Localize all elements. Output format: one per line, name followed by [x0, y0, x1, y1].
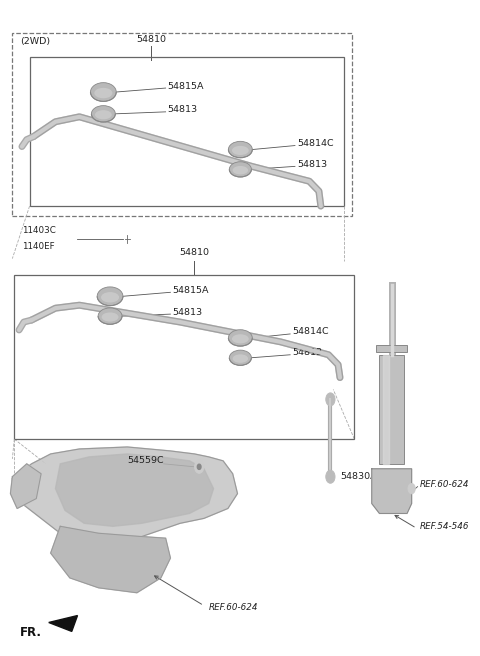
Circle shape — [197, 464, 201, 470]
Bar — [14, 276, 354, 439]
Polygon shape — [12, 447, 238, 546]
Text: 1140EF: 1140EF — [22, 242, 55, 251]
Ellipse shape — [95, 88, 112, 98]
Circle shape — [408, 483, 415, 494]
Circle shape — [326, 470, 335, 483]
Ellipse shape — [232, 335, 249, 343]
Text: 54813: 54813 — [168, 106, 198, 114]
Ellipse shape — [97, 287, 123, 306]
Text: (2WD): (2WD) — [20, 37, 50, 47]
Ellipse shape — [101, 292, 119, 302]
Polygon shape — [49, 615, 77, 632]
Polygon shape — [51, 526, 170, 593]
Text: REF.60-624: REF.60-624 — [209, 603, 258, 612]
Text: 54813: 54813 — [297, 160, 327, 169]
Ellipse shape — [233, 166, 248, 174]
Ellipse shape — [102, 312, 119, 321]
Text: 54814C: 54814C — [297, 139, 334, 148]
Ellipse shape — [233, 354, 248, 363]
Ellipse shape — [229, 350, 252, 365]
Text: 54815A: 54815A — [172, 286, 209, 295]
Text: 11403C: 11403C — [22, 226, 56, 236]
Ellipse shape — [95, 110, 112, 119]
Ellipse shape — [91, 106, 115, 122]
Polygon shape — [11, 464, 41, 508]
Polygon shape — [383, 355, 389, 464]
Ellipse shape — [232, 146, 249, 155]
Text: 54810: 54810 — [136, 35, 166, 43]
Ellipse shape — [228, 330, 252, 346]
Bar — [380, 355, 404, 464]
Bar — [376, 345, 407, 352]
Polygon shape — [372, 469, 412, 514]
Text: 54814C: 54814C — [292, 327, 329, 337]
Text: 54559C: 54559C — [127, 457, 164, 465]
Ellipse shape — [228, 141, 252, 157]
Text: 54830A: 54830A — [340, 472, 377, 482]
Ellipse shape — [98, 308, 122, 324]
Text: REF.60-624: REF.60-624 — [420, 480, 469, 489]
Bar — [30, 57, 344, 206]
Circle shape — [194, 461, 204, 474]
Text: 54813: 54813 — [292, 348, 322, 358]
Text: FR.: FR. — [20, 626, 42, 639]
Text: REF.54-546: REF.54-546 — [420, 522, 469, 531]
Ellipse shape — [91, 83, 116, 102]
Text: 54810: 54810 — [180, 248, 209, 257]
Text: 54813: 54813 — [172, 308, 203, 317]
Polygon shape — [56, 454, 214, 526]
Circle shape — [326, 393, 335, 406]
Text: 54815A: 54815A — [168, 81, 204, 91]
Bar — [12, 33, 352, 216]
Ellipse shape — [229, 162, 252, 177]
